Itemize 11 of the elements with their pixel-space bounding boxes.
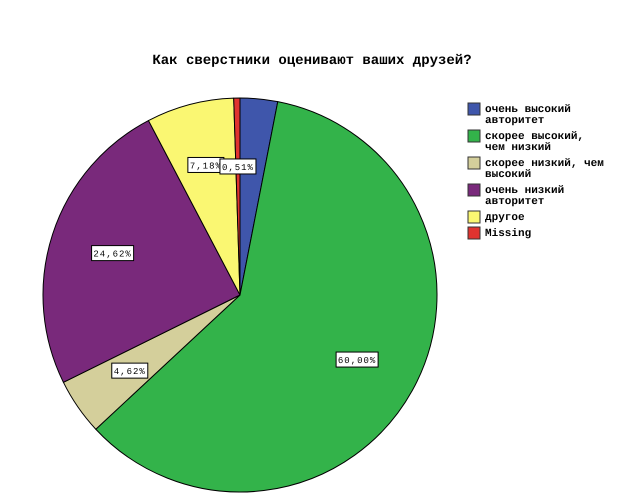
data-label: 60,00% xyxy=(338,356,376,366)
data-label: 0,51% xyxy=(222,162,254,173)
legend-label: очень высокий авторитет xyxy=(485,104,571,127)
data-label: 4,62% xyxy=(114,367,146,378)
legend-label: очень низкий авторитет xyxy=(485,185,564,208)
chart-title: Как сверстники оценивают ваших друзей? xyxy=(152,53,472,69)
legend-label: скорее низкий, чем высокий xyxy=(485,158,604,181)
legend-label: другое xyxy=(485,212,526,224)
data-label: 24,62% xyxy=(93,250,132,260)
legend-label: скорее высокий, чем низкий xyxy=(485,131,584,154)
legend-label: Missing xyxy=(485,228,532,240)
